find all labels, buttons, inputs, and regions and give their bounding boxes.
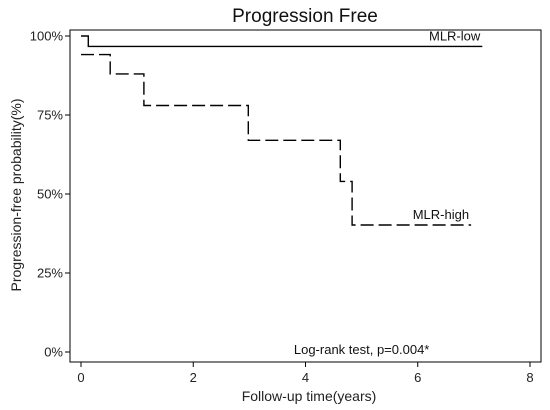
annotation-logrank: Log-rank test, p=0.004* bbox=[294, 342, 430, 357]
x-tick-label: 2 bbox=[190, 370, 197, 385]
x-tick-label: 0 bbox=[77, 370, 84, 385]
y-tick-label: 25% bbox=[37, 266, 63, 281]
chart-title: Progression Free bbox=[232, 6, 378, 27]
y-tick-label: 75% bbox=[37, 108, 63, 123]
x-tick-label: 8 bbox=[526, 370, 533, 385]
series-labels: MLR-low MLR-high bbox=[413, 28, 481, 222]
y-axis: 0% 25% 50% 75% 100% bbox=[30, 29, 70, 360]
x-axis: 0 2 4 6 8 bbox=[77, 362, 534, 385]
y-tick-label: 0% bbox=[44, 345, 63, 360]
series-label-mlr-low: MLR-low bbox=[429, 28, 481, 43]
annotations: Log-rank test, p=0.004* bbox=[294, 342, 430, 357]
series-line-mlr-high bbox=[81, 53, 472, 226]
y-tick-label: 100% bbox=[30, 29, 64, 44]
y-axis-title: Progression-free probability(%) bbox=[8, 99, 24, 292]
plot-border bbox=[69, 29, 542, 363]
plot-frame bbox=[69, 29, 542, 363]
series-label-mlr-high: MLR-high bbox=[413, 207, 469, 222]
x-tick-label: 4 bbox=[302, 370, 309, 385]
x-tick-label: 6 bbox=[414, 370, 421, 385]
x-axis-title: Follow-up time(years) bbox=[242, 388, 377, 404]
y-tick-label: 50% bbox=[37, 187, 63, 202]
series-group bbox=[81, 35, 483, 226]
series-line-mlr-low bbox=[81, 35, 483, 48]
